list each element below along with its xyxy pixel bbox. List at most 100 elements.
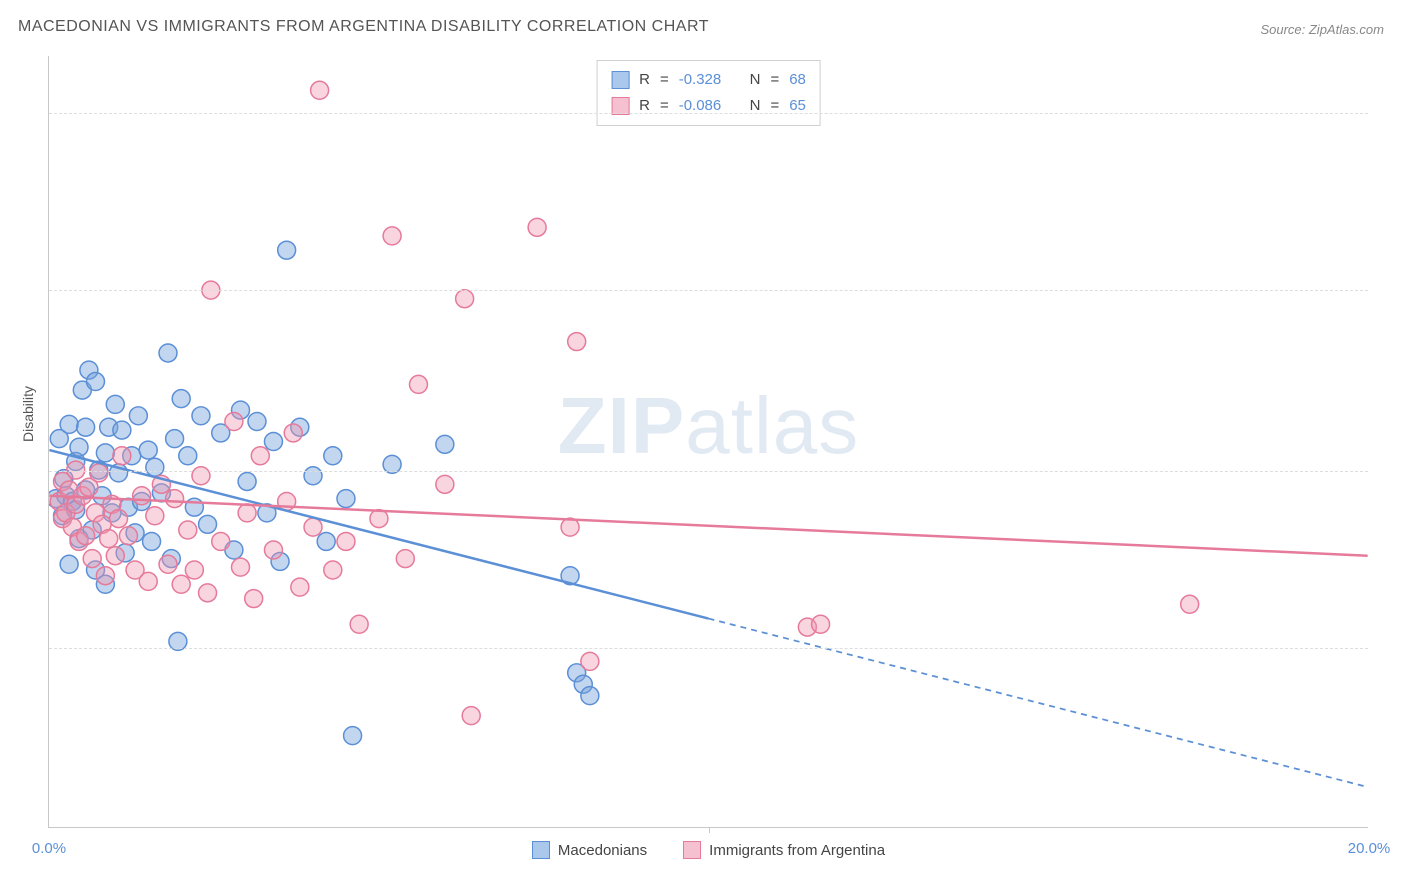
scatter-point xyxy=(129,407,147,425)
scatter-point xyxy=(83,550,101,568)
scatter-point xyxy=(119,527,137,545)
scatter-point xyxy=(581,687,599,705)
scatter-point xyxy=(139,572,157,590)
scatter-point xyxy=(225,541,243,559)
scatter-point xyxy=(50,492,68,510)
n-value-1: 68 xyxy=(789,67,806,93)
trend-line-solid xyxy=(49,450,708,618)
r-value-2: -0.086 xyxy=(679,93,722,119)
scatter-point xyxy=(103,495,121,513)
scatter-point xyxy=(192,467,210,485)
scatter-point xyxy=(57,504,75,522)
scatter-point xyxy=(113,421,131,439)
scatter-point xyxy=(50,430,68,448)
scatter-point xyxy=(93,515,111,533)
eq: = xyxy=(770,93,779,119)
legend-item-1: Macedonians xyxy=(532,841,647,859)
scatter-point xyxy=(146,507,164,525)
scatter-point xyxy=(67,495,85,513)
scatter-point xyxy=(1181,595,1199,613)
scatter-point xyxy=(77,481,95,499)
scatter-point xyxy=(436,435,454,453)
scatter-point xyxy=(54,510,72,528)
scatter-point xyxy=(110,510,128,528)
scatter-point xyxy=(87,373,105,391)
y-tick-label: 25.0% xyxy=(1378,105,1406,122)
scatter-point xyxy=(350,615,368,633)
scatter-point xyxy=(291,578,309,596)
scatter-point xyxy=(110,464,128,482)
scatter-point xyxy=(212,532,230,550)
x-tick-label: 0.0% xyxy=(32,840,66,857)
scatter-point xyxy=(199,515,217,533)
eq: = xyxy=(660,93,669,119)
scatter-point xyxy=(179,521,197,539)
scatter-point xyxy=(238,472,256,490)
scatter-point xyxy=(123,447,141,465)
series-2-label: Immigrants from Argentina xyxy=(709,842,885,859)
scatter-point xyxy=(96,567,114,585)
scatter-point xyxy=(462,707,480,725)
n-label: N xyxy=(750,67,761,93)
scatter-point xyxy=(264,433,282,451)
scatter-point xyxy=(248,413,266,431)
gridline xyxy=(49,290,1368,291)
scatter-point xyxy=(304,518,322,536)
scatter-point xyxy=(57,487,75,505)
scatter-point xyxy=(324,561,342,579)
series-legend: Macedonians Immigrants from Argentina xyxy=(49,841,1368,859)
watermark-light: atlas xyxy=(685,381,859,470)
scatter-point xyxy=(574,675,592,693)
gridline xyxy=(49,648,1368,649)
scatter-point xyxy=(581,652,599,670)
scatter-point xyxy=(166,430,184,448)
scatter-point xyxy=(93,487,111,505)
correlation-row-2: R = -0.086 N = 65 xyxy=(611,93,806,119)
scatter-point xyxy=(139,441,157,459)
scatter-point xyxy=(278,492,296,510)
trend-line-solid xyxy=(49,496,1367,556)
scatter-point xyxy=(100,530,118,548)
scatter-point xyxy=(284,424,302,442)
scatter-point xyxy=(172,390,190,408)
scatter-point xyxy=(73,381,91,399)
r-label: R xyxy=(639,67,650,93)
scatter-point xyxy=(232,401,250,419)
scatter-svg xyxy=(49,56,1368,827)
scatter-point xyxy=(159,555,177,573)
correlation-legend: R = -0.328 N = 68 R = -0.086 N = 65 xyxy=(596,60,821,126)
scatter-point xyxy=(54,472,72,490)
y-tick-label: 6.3% xyxy=(1378,639,1406,656)
source-attribution: Source: ZipAtlas.com xyxy=(1260,22,1384,37)
scatter-point xyxy=(60,415,78,433)
scatter-point xyxy=(70,532,88,550)
scatter-point xyxy=(436,475,454,493)
gridline xyxy=(49,471,1368,472)
eq: = xyxy=(660,67,669,93)
scatter-point xyxy=(87,504,105,522)
swatch-series-2b xyxy=(683,841,701,859)
scatter-point xyxy=(146,458,164,476)
correlation-row-1: R = -0.328 N = 68 xyxy=(611,67,806,93)
scatter-point xyxy=(568,664,586,682)
plot-area: ZIPatlas R = -0.328 N = 68 R = -0.086 N … xyxy=(48,56,1368,828)
scatter-point xyxy=(271,552,289,570)
x-tick-label: 20.0% xyxy=(1348,840,1391,857)
scatter-point xyxy=(317,532,335,550)
swatch-series-1 xyxy=(611,71,629,89)
scatter-point xyxy=(60,555,78,573)
x-minor-tick xyxy=(709,827,710,833)
gridline xyxy=(49,113,1368,114)
scatter-point xyxy=(80,478,98,496)
scatter-point xyxy=(370,510,388,528)
watermark-bold: ZIP xyxy=(558,381,685,470)
swatch-series-1b xyxy=(532,841,550,859)
n-label: N xyxy=(750,93,761,119)
scatter-point xyxy=(73,487,91,505)
scatter-point xyxy=(49,490,65,508)
scatter-point xyxy=(80,361,98,379)
scatter-point xyxy=(106,547,124,565)
n-value-2: 65 xyxy=(789,93,806,119)
scatter-point xyxy=(798,618,816,636)
scatter-point xyxy=(100,418,118,436)
